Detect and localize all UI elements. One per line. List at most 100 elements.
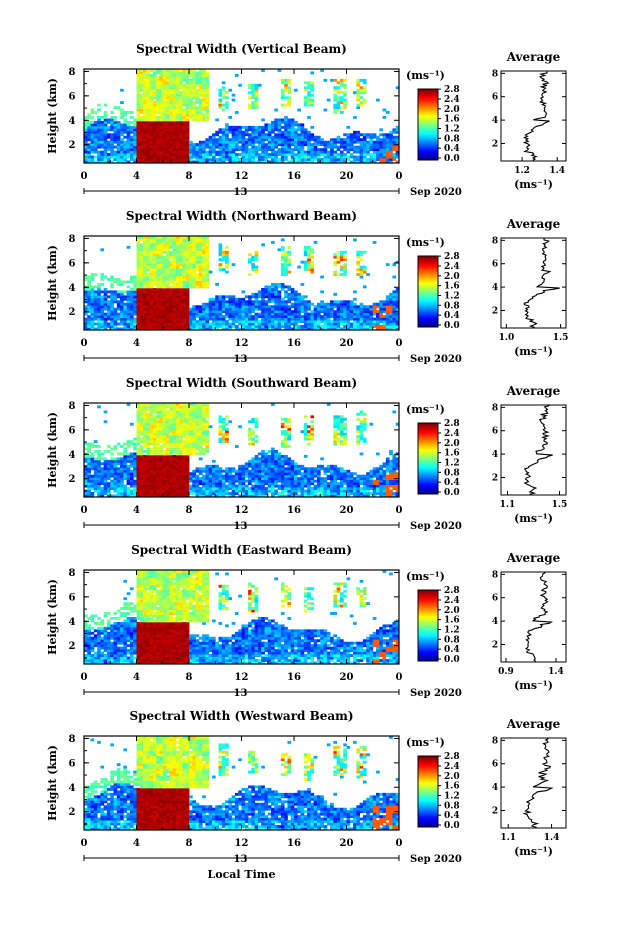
heatmap-cell xyxy=(353,290,357,294)
heatmap-cell xyxy=(261,143,265,147)
heatmap-cell xyxy=(146,442,151,446)
heatmap-cell xyxy=(146,258,151,262)
heatmap-cell xyxy=(84,469,88,473)
heatmap-cell xyxy=(179,73,183,77)
y-axis-label: Height (km) xyxy=(46,78,59,154)
heatmap-cell xyxy=(307,130,311,134)
heatmap-cell xyxy=(284,150,288,154)
heatmap-cell xyxy=(280,160,285,164)
heatmap-cell xyxy=(297,327,301,331)
heatmap-cell xyxy=(339,160,344,164)
heatmap-cell xyxy=(359,150,364,154)
heatmap-cell xyxy=(241,150,246,154)
heatmap-cell xyxy=(166,250,170,254)
heatmap-cell xyxy=(93,322,98,326)
heatmap-cell xyxy=(146,273,151,276)
heatmap-cell xyxy=(159,125,164,129)
heatmap-cell xyxy=(313,315,318,319)
colorbar-segment xyxy=(418,125,438,128)
heatmap-cell xyxy=(192,160,196,164)
heatmap-cell xyxy=(202,253,206,257)
heatmap-cell xyxy=(205,101,210,105)
heatmap-cell xyxy=(251,292,256,296)
heatmap-cell xyxy=(152,120,157,124)
heatmap-cell xyxy=(231,307,236,311)
heatmap-cell xyxy=(175,484,180,488)
heatmap-cell xyxy=(169,464,173,468)
heatmap-cell xyxy=(287,118,292,122)
heatmap-cell xyxy=(152,108,157,112)
heatmap-cell xyxy=(106,160,111,164)
heatmap-cell xyxy=(143,295,147,299)
heatmap-cell xyxy=(162,410,167,414)
heatmap-cell xyxy=(353,310,357,314)
heatmap-cell xyxy=(231,160,236,164)
heatmap-cell xyxy=(228,158,233,161)
heatmap-cell xyxy=(159,467,164,471)
heatmap-cell xyxy=(218,243,223,247)
heatmap-cell xyxy=(84,295,88,299)
heatmap-cell xyxy=(146,322,151,326)
heatmap-cell xyxy=(185,98,190,102)
heatmap-cell xyxy=(106,145,111,149)
heatmap-cell xyxy=(116,479,121,483)
heatmap-cell xyxy=(143,148,147,152)
heatmap-cell xyxy=(359,250,364,254)
heatmap-cell xyxy=(152,250,157,254)
heatmap-cell xyxy=(136,106,141,109)
heatmap-cell xyxy=(139,302,144,306)
heatmap-cell xyxy=(146,430,151,434)
heatmap-cell xyxy=(166,275,170,279)
heatmap-cell xyxy=(175,283,180,286)
heatmap-cell xyxy=(106,472,111,476)
heatmap-cell xyxy=(366,315,370,319)
colorbar-segment xyxy=(418,302,438,305)
heatmap-cell xyxy=(169,454,173,458)
heatmap-cell xyxy=(175,295,180,299)
heatmap-cell xyxy=(146,260,151,264)
average-y-tick-label: 8 xyxy=(492,236,498,246)
heatmap-cell xyxy=(139,457,144,461)
heatmap-cell xyxy=(143,130,147,134)
heatmap-cell xyxy=(169,437,173,441)
heatmap-cell xyxy=(251,158,256,161)
heatmap-cell xyxy=(166,260,170,264)
heatmap-cell xyxy=(139,130,144,134)
heatmap-cell xyxy=(221,255,226,259)
heatmap-cell xyxy=(389,135,393,139)
heatmap-cell xyxy=(179,315,183,319)
heatmap-cell xyxy=(166,106,170,109)
heatmap-cell xyxy=(392,153,397,156)
heatmap-cell xyxy=(175,158,180,161)
heatmap-cell xyxy=(139,477,144,481)
heatmap-cell xyxy=(307,86,311,90)
heatmap-cell xyxy=(238,158,242,161)
heatmap-cell xyxy=(172,310,177,314)
heatmap-cell xyxy=(106,143,111,147)
heatmap-cell xyxy=(123,489,128,493)
heatmap-cell xyxy=(146,93,151,97)
heatmap-cell xyxy=(175,489,180,493)
heatmap-cell xyxy=(100,297,105,301)
heatmap-cell xyxy=(169,450,173,453)
heatmap-cell xyxy=(106,492,111,495)
heatmap-cell xyxy=(129,120,134,124)
heatmap-cell xyxy=(179,275,183,279)
heatmap-cell xyxy=(287,297,292,301)
heatmap-cell xyxy=(143,236,147,239)
heatmap-cell xyxy=(169,410,173,414)
heatmap-cell xyxy=(339,255,344,259)
heatmap-cell xyxy=(179,305,183,309)
heatmap-cell xyxy=(179,113,183,117)
heatmap-cell xyxy=(175,123,180,127)
heatmap-cell xyxy=(162,417,167,421)
heatmap-cell xyxy=(284,327,288,331)
heatmap-cell xyxy=(238,128,242,132)
heatmap-cell xyxy=(175,462,180,466)
heatmap-cell xyxy=(379,138,383,142)
heatmap-cell xyxy=(162,322,167,326)
heatmap-cell xyxy=(139,487,144,490)
heatmap-cell xyxy=(159,255,164,259)
heatmap-cell xyxy=(162,140,167,144)
heatmap-cell xyxy=(149,265,154,269)
